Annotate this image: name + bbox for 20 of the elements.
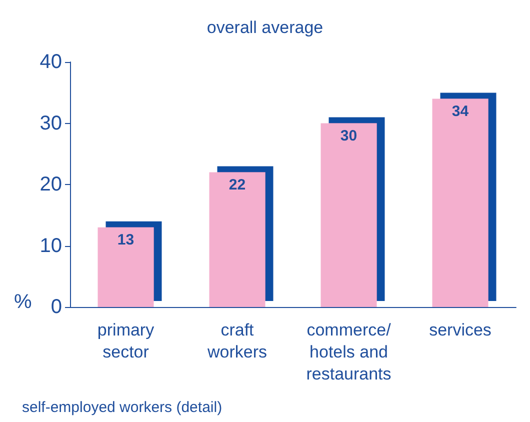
x-tick-label: craft workers [206, 320, 268, 362]
data-label: 30 [340, 127, 358, 144]
y-tick-label: 0 [50, 296, 62, 318]
data-label: 22 [228, 176, 246, 194]
data-label: 13 [117, 231, 134, 248]
x-tick-label: commerce/ hotels and restaurants [306, 320, 392, 384]
chart-title: overall average [206, 18, 324, 37]
bar [320, 123, 377, 307]
bar [432, 98, 488, 307]
y-tick-label: 40 [40, 51, 62, 73]
y-axis-title: % [14, 291, 32, 313]
y-tick-label: 30 [40, 112, 62, 134]
data-label: 34 [452, 102, 470, 120]
x-tick-label: primary sector [97, 320, 155, 362]
text: self-employed workers (detail) [22, 399, 222, 416]
x-tick-label: services [429, 320, 492, 340]
bar [209, 172, 266, 307]
bar [98, 227, 154, 307]
y-tick-label: 10 [40, 234, 62, 257]
y-tick-label: 20 [40, 174, 62, 196]
